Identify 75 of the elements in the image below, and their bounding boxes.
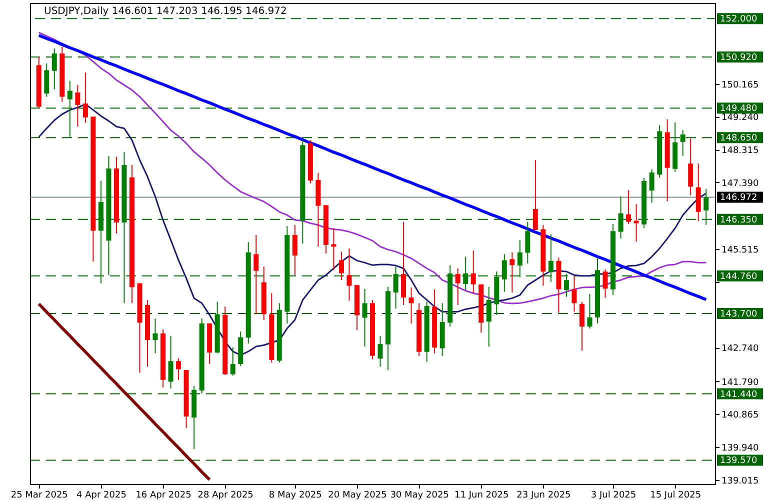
x-tick-label: 15 Jul 2025: [650, 490, 702, 500]
candlestick: [564, 274, 569, 298]
line-series: [37, 302, 212, 482]
y-tick-label: 140.865: [722, 410, 759, 421]
candlestick: [548, 234, 554, 282]
candlestick: [688, 138, 694, 196]
candlestick: [704, 188, 709, 226]
candlestick: [587, 293, 592, 329]
y-tick-label: 141.790: [722, 378, 759, 388]
y-tick-label: 150.165: [722, 80, 759, 90]
ref-line-label: 144.760: [720, 272, 758, 282]
candlestick: [649, 168, 654, 204]
candlestick: [525, 221, 530, 264]
candlestick: [572, 276, 577, 312]
ref-line-label: 150.920: [720, 52, 758, 63]
x-tick-label: 3 Jul 2025: [590, 490, 636, 500]
candlestick: [362, 288, 368, 348]
x-tick-label: 11 Jun 2025: [454, 490, 509, 500]
candlestick: [408, 287, 414, 324]
x-tick-label: 4 Apr 2025: [76, 490, 126, 500]
x-tick-label: 16 Apr 2025: [136, 490, 192, 500]
candlestick: [393, 266, 398, 310]
candlestick: [470, 250, 476, 294]
y-tick-label: 139.015: [722, 476, 759, 486]
candlestick: [626, 190, 632, 224]
candlestick: [680, 130, 686, 156]
x-tick-label: 8 May 2025: [268, 490, 322, 500]
candlestick: [378, 335, 383, 368]
candlestick: [634, 204, 639, 242]
x-tick-label: 23 Jun 2025: [516, 490, 571, 500]
x-tick-label: 20 May 2025: [328, 490, 387, 500]
candlestick: [338, 251, 344, 281]
y-tick-label: 147.390: [722, 178, 759, 189]
ref-line-label: 149.480: [720, 104, 758, 114]
y-tick-label: 149.240: [722, 113, 759, 124]
candlestick: [463, 256, 468, 291]
y-tick-label: 148.315: [722, 146, 759, 156]
candlestick: [602, 268, 608, 298]
ref-line-label: 141.440: [720, 390, 758, 400]
ref-line-label: 139.570: [720, 456, 758, 466]
y-tick-label: 145.515: [722, 246, 759, 256]
candlestick: [176, 358, 182, 380]
y-tick-label: 139.940: [722, 444, 759, 454]
candlestick: [44, 62, 50, 98]
candlestick: [230, 346, 236, 376]
candlestick: [82, 72, 88, 124]
candlestick: [52, 48, 57, 90]
candlestick: [346, 248, 352, 302]
candlestick: [532, 160, 538, 230]
candlestick: [75, 84, 80, 128]
line-series: [38, 103, 707, 356]
candlestick: [331, 228, 336, 271]
candlestick: [517, 239, 522, 278]
ref-line-label: 143.700: [720, 309, 758, 320]
candlestick: [455, 268, 460, 306]
candlestick: [618, 196, 624, 240]
candlestick: [579, 301, 584, 352]
candlestick: [486, 286, 492, 348]
candlestick: [401, 221, 406, 306]
candlestick: [502, 254, 507, 292]
candlestick: [67, 80, 72, 138]
x-tick-label: 25 Mar 2025: [10, 490, 68, 500]
candlestick: [510, 252, 515, 294]
y-tick-label: 142.740: [722, 344, 759, 354]
ref-line-label: 148.650: [720, 134, 758, 144]
ref-line-label: 152.000: [720, 14, 758, 25]
candlestick: [168, 335, 174, 389]
x-tick-label: 28 Apr 2025: [198, 490, 254, 500]
candlestick: [152, 318, 158, 354]
ref-line-label: 146.972: [720, 193, 758, 204]
chart-title: USDJPY,Daily 146.601 147.203 146.195 146.972: [44, 6, 287, 17]
x-tick-label: 30 May 2025: [390, 490, 449, 500]
candlestick: [254, 234, 259, 315]
candlestick: [292, 224, 298, 276]
ref-line-label: 146.350: [720, 215, 758, 226]
